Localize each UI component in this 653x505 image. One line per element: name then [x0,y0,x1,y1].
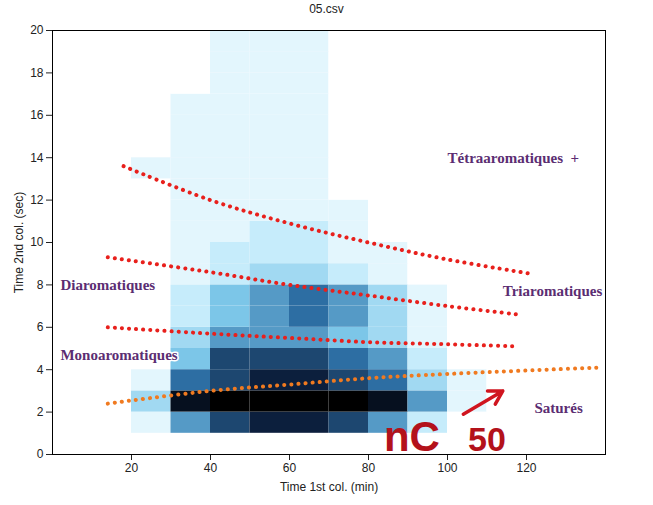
svg-text:18: 18 [30,66,44,80]
svg-text:6: 6 [37,320,44,334]
svg-text:10: 10 [30,235,44,249]
svg-text:Triaromatiques: Triaromatiques [503,283,603,299]
svg-text:120: 120 [516,461,536,475]
svg-text:2: 2 [37,405,44,419]
svg-text:nC: nC [384,413,440,460]
svg-text:Diaromatiques: Diaromatiques [60,277,155,293]
svg-text:Saturés: Saturés [534,400,582,416]
svg-text:14: 14 [30,151,44,165]
svg-text:50: 50 [468,420,506,458]
svg-text:8: 8 [37,278,44,292]
svg-text:80: 80 [362,461,376,475]
svg-text:16: 16 [30,108,44,122]
svg-text:Time 1st col. (min): Time 1st col. (min) [280,480,378,494]
svg-text:100: 100 [437,461,457,475]
svg-text:60: 60 [283,461,297,475]
svg-text:Monoaromatiques: Monoaromatiques [60,347,177,363]
svg-text:20: 20 [30,23,44,37]
svg-text:4: 4 [37,363,44,377]
svg-text:20: 20 [125,461,139,475]
svg-text:Tétraaromatiques +: Tétraaromatiques + [448,150,580,166]
svg-text:12: 12 [30,193,44,207]
svg-text:Time 2nd col. (sec): Time 2nd col. (sec) [12,192,26,294]
svg-text:40: 40 [204,461,218,475]
svg-text:0: 0 [37,447,44,461]
html-text:05.csv: 05.csv [309,2,344,16]
